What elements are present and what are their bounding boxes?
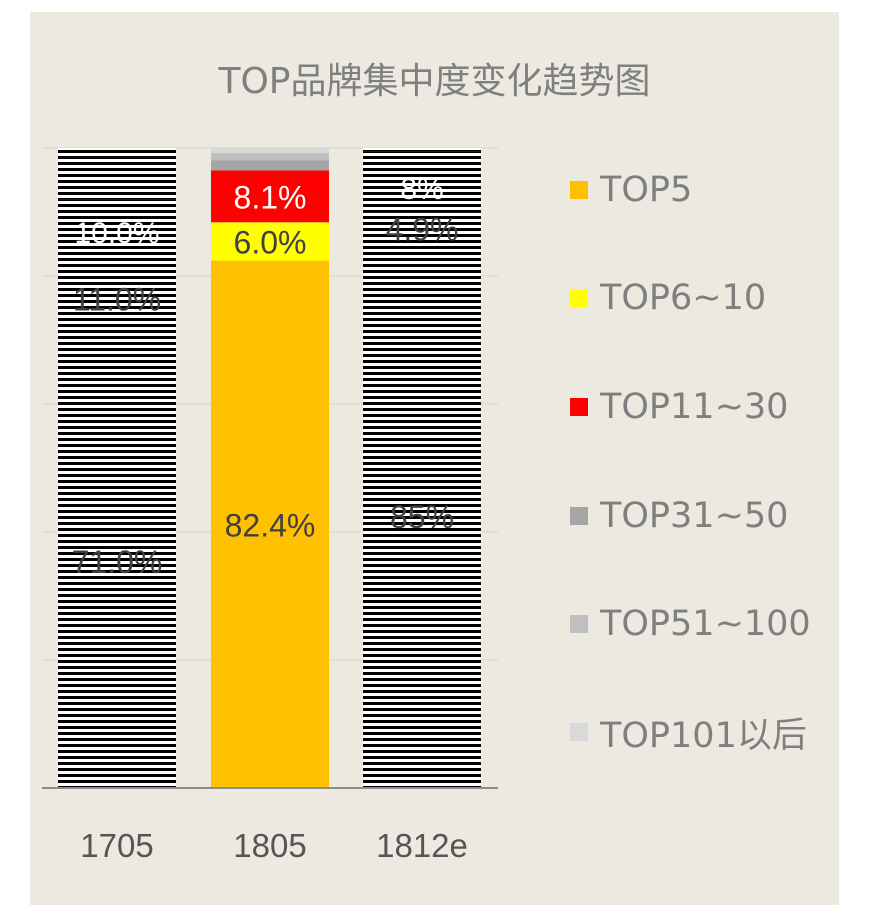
data-label: 11.0% — [73, 281, 161, 317]
bar-segment — [58, 333, 176, 788]
legend-item: TOP5 — [570, 170, 692, 210]
data-label: 82.4% — [225, 507, 316, 543]
bar-segment — [211, 222, 329, 261]
data-label: 10.0% — [74, 217, 159, 250]
legend-item: TOP101以后 — [570, 712, 807, 756]
chart-panel: TOP品牌集中度变化趋势图 71.0% 11.0% 10.0% 1705 82.4% 6.… — [30, 12, 839, 905]
bar-segment — [58, 173, 176, 200]
bar-segment — [363, 161, 481, 213]
bar-segment — [211, 148, 329, 154]
legend-label: TOP31~50 — [600, 496, 789, 536]
legend-swatch — [570, 289, 588, 307]
bar-segment — [211, 260, 329, 788]
data-label: 85% — [390, 499, 454, 535]
data-label: 4.9% — [386, 211, 459, 247]
bar-segment — [363, 151, 481, 156]
chart-plot: 71.0% 11.0% 10.0% 1705 82.4% 6.0% 8.1% 1805 85% 4… — [42, 147, 498, 864]
legend-swatch — [570, 723, 588, 741]
x-tick-label: 1705 — [80, 827, 153, 864]
legend-label: TOP11~30 — [600, 387, 789, 427]
legend-label: TOP101以后 — [600, 715, 807, 756]
bar-segment — [58, 199, 176, 264]
data-label: 71.0% — [72, 544, 163, 580]
legend-label: TOP51~100 — [600, 604, 811, 644]
legend-item: TOP31~50 — [570, 496, 788, 536]
bar-segment — [363, 148, 481, 152]
bar-segment — [58, 148, 176, 158]
bar-segment — [58, 263, 176, 334]
legend-swatch — [570, 615, 588, 633]
bar-segment — [211, 160, 329, 171]
legend-item: TOP51~100 — [570, 604, 811, 644]
legend-item: TOP11~30 — [570, 387, 788, 427]
x-tick-label: 1805 — [233, 827, 306, 864]
bar-segment — [363, 155, 481, 162]
legend-item: TOP6~10 — [570, 278, 766, 318]
bar-segment — [58, 157, 176, 174]
data-label: 6.0% — [234, 224, 307, 260]
legend-label: TOP6~10 — [600, 278, 767, 318]
bar-segment — [363, 212, 481, 244]
legend-swatch — [570, 507, 588, 525]
bar-segment — [211, 170, 329, 223]
legend-swatch — [570, 181, 588, 199]
data-label: 8.1% — [234, 179, 307, 215]
bar-segment — [363, 244, 481, 788]
legend-label: TOP5 — [600, 170, 693, 210]
legend-swatch — [570, 398, 588, 416]
bar-segment — [211, 153, 329, 161]
data-label: 8% — [400, 173, 443, 206]
x-tick-label: 1812e — [376, 827, 468, 864]
chart-title: TOP品牌集中度变化趋势图 — [218, 61, 651, 102]
